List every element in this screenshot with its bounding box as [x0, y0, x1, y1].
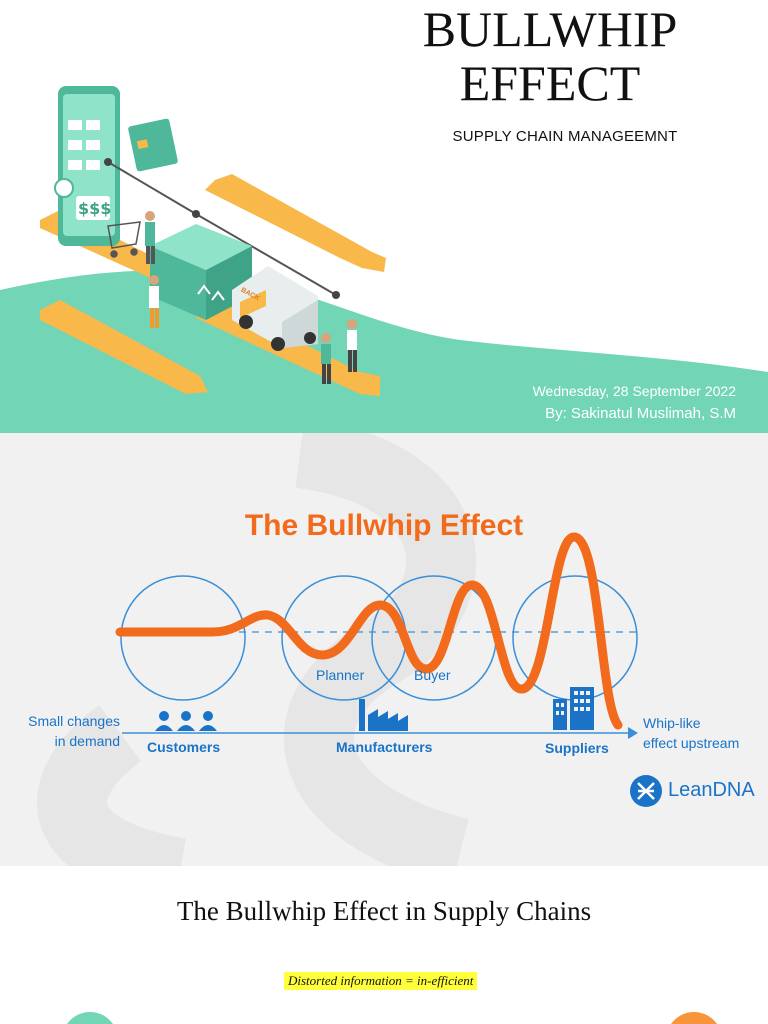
diagram-title: The Bullwhip Effect: [244, 509, 524, 542]
building-icon: [553, 687, 594, 730]
customers-circle: [120, 575, 246, 701]
presentation-date: Wednesday, 28 September 2022: [532, 383, 736, 399]
people-figures: [145, 211, 357, 384]
bullwhip-curve: [115, 532, 623, 730]
leandna-logo-text: LeanDNA: [668, 779, 755, 801]
suppliers-label: Suppliers: [545, 740, 609, 756]
supply-chain-illustration: [0, 86, 768, 433]
bullwhip-diagram: [37, 433, 662, 866]
customers-label: Customers: [147, 739, 221, 755]
flow-axis-arrowhead: [628, 727, 638, 739]
connector-line: [104, 158, 340, 299]
phone-icon: [54, 86, 120, 246]
planner-label: Planner: [316, 667, 365, 683]
title-slide: $$$ BACK BULLWHIP EFFECT SUPPLY CHAIN MA…: [0, 0, 768, 433]
phone-screen-label: $$$: [78, 199, 112, 218]
right-label-line2: effect upstream: [643, 735, 740, 751]
slide3-title: The Bullwhip Effect in Supply Chains: [176, 896, 592, 926]
highlighted-note: Distorted information = in-efficient: [284, 972, 478, 990]
credit-card-icon: [128, 118, 178, 172]
delivery-van-icon: [232, 266, 318, 351]
right-label-line1: Whip-like: [643, 715, 701, 731]
people-icon: [155, 711, 217, 731]
slide-title-line1: BULLWHIP: [422, 1, 678, 57]
left-label-line2: in demand: [54, 733, 120, 749]
presentation-author: By: Sakinatul Muslimah, S.M: [545, 405, 736, 422]
left-label-line1: Small changes: [28, 713, 120, 729]
manufacturers-label: Manufacturers: [336, 739, 433, 755]
slide-subtitle: SUPPLY CHAIN MANAGEEMNT: [452, 128, 678, 145]
shopping-cart-icon: [107, 221, 141, 258]
right-orange-circle: [671, 1012, 717, 1024]
content-slide: The Bullwhip Effect in Supply Chains Dis…: [0, 866, 768, 1024]
factory-icon: [359, 699, 408, 731]
left-green-circle: [67, 1012, 113, 1024]
leandna-logo-icon: [630, 775, 662, 807]
buyer-label: Buyer: [414, 667, 451, 683]
background-swirl: [37, 433, 477, 866]
slide-title-line2: EFFECT: [459, 55, 641, 111]
slide3-decorations: [67, 1012, 717, 1024]
bullwhip-diagram-slide: The Bullwhip Effect Small changes in dem…: [0, 433, 768, 866]
